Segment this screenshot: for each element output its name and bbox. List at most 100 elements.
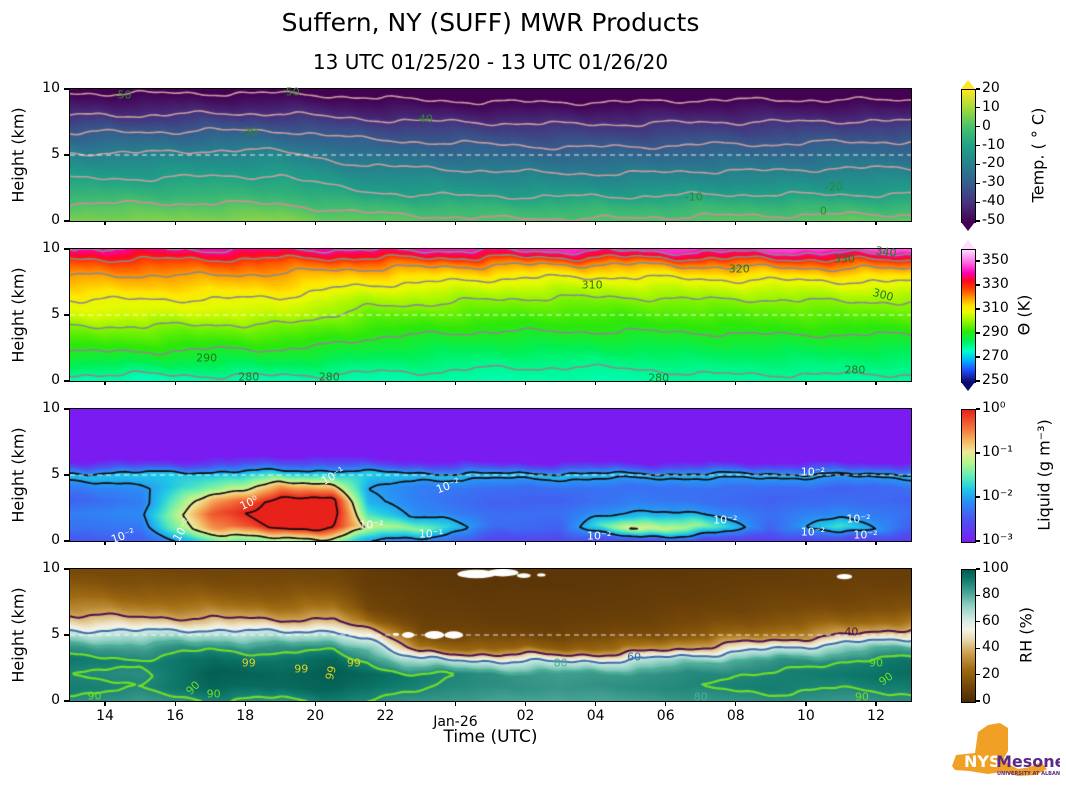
x-tick-label: 02 — [516, 708, 535, 724]
ny-state-shape — [952, 723, 1047, 776]
x-tick-mark — [174, 701, 176, 706]
colorbar-tick-label: 80 — [982, 586, 1000, 603]
colorbar-tick-label: 100 — [982, 560, 1009, 576]
y-tick-label: 0 — [51, 532, 60, 548]
y-axis-label-liquid: Height (km) — [8, 427, 28, 523]
x-tick-mark — [735, 541, 737, 545]
x-tick-mark — [875, 381, 877, 385]
colorbar-tick-label: 250 — [982, 372, 1009, 388]
colorbar-tick-label: 10 — [982, 98, 1000, 115]
liquid-water-canvas — [70, 409, 911, 541]
colorbar-tick-mark — [976, 594, 980, 596]
y-tick-label: 10 — [42, 560, 60, 576]
y-tick-mark — [64, 220, 70, 222]
potential-temperature-colorbar — [961, 249, 976, 383]
colorbar-tick-mark — [976, 356, 980, 358]
x-tick-mark — [454, 221, 457, 225]
potential-temperature-panel: 290 280 280 280 280 310 320 330 340 300 — [69, 244, 912, 383]
y-tick-mark — [64, 700, 70, 702]
nys-mesonet-logo: NYS Mesonet UNIVERSITY AT ALBANY — [952, 723, 1060, 777]
temperature-panel: -50 -50 -30 -40 -10 -20 0 — [69, 86, 912, 222]
colorbar-unit-theta: Θ (K) — [1014, 294, 1034, 336]
x-tick-mark — [805, 701, 807, 706]
x-axis-label: Time (UTC) — [443, 727, 538, 747]
colorbar-tick-label: 20 — [982, 80, 1000, 96]
y-tick-mark — [64, 88, 70, 90]
x-tick-mark — [384, 701, 387, 706]
y-axis-label-rh: Height (km) — [8, 587, 28, 683]
y-tick-label: 5 — [51, 306, 60, 322]
x-tick-mark — [314, 381, 316, 385]
y-tick-mark — [64, 248, 70, 250]
y-tick-mark — [64, 568, 70, 570]
x-tick-mark — [595, 381, 597, 385]
y-tick-label: 10 — [42, 240, 60, 256]
colorbar-tick-label: 40 — [982, 639, 1000, 656]
x-tick-mark — [524, 381, 527, 385]
colorbar-tick-mark — [976, 126, 980, 128]
y-tick-mark — [64, 314, 70, 316]
relative-humidity-canvas — [70, 569, 911, 701]
potential-temperature-colorbar-arrow-top — [961, 240, 975, 249]
x-tick-mark — [104, 221, 106, 225]
colorbar-tick-mark — [976, 452, 980, 454]
y-tick-mark — [64, 154, 70, 156]
x-tick-mark — [174, 221, 176, 225]
colorbar-unit-temp: Temp. ( ° C) — [1028, 107, 1048, 203]
colorbar-tick-mark — [976, 220, 980, 222]
x-tick-mark — [174, 381, 176, 385]
x-tick-mark — [104, 541, 106, 545]
y-tick-label: 0 — [51, 212, 60, 228]
colorbar-tick-mark — [976, 201, 980, 203]
colorbar-tick-label: 270 — [982, 348, 1009, 364]
liquid-water-panel: 10⁻² 10⁻² 10⁰ 10⁻¹ 10⁻² 10⁻² 10⁻¹ 10⁻² 10⁻² 10⁻² 1… — [69, 408, 912, 547]
x-tick-mark — [665, 381, 667, 385]
x-tick-mark — [735, 701, 737, 706]
x-tick-mark — [805, 381, 807, 385]
x-tick-mark — [384, 221, 387, 225]
x-tick-mark — [174, 541, 176, 545]
logo-mesonet-text: Mesonet — [996, 752, 1060, 771]
x-tick-mark — [244, 221, 246, 225]
colorbar-tick-mark — [976, 380, 980, 382]
x-tick-mark — [805, 541, 807, 545]
y-tick-mark — [64, 408, 70, 410]
temperature-canvas — [70, 89, 911, 221]
colorbar-tick-mark — [976, 144, 980, 147]
x-tick-label: 06 — [656, 708, 675, 724]
y-tick-label: 10 — [42, 400, 60, 416]
x-tick-mark — [524, 221, 527, 225]
x-tick-mark — [665, 701, 667, 706]
x-tick-mark — [595, 541, 597, 545]
colorbar-tick-label: -10 — [982, 136, 1005, 153]
temperature-colorbar — [961, 89, 976, 223]
logo-tagline-text: UNIVERSITY AT ALBANY — [997, 771, 1060, 777]
colorbar-tick-label: -20 — [982, 155, 1005, 172]
y-tick-label: 10 — [42, 80, 60, 96]
colorbar-tick-mark — [976, 674, 980, 676]
liquid-water-colorbar — [961, 409, 976, 543]
colorbar-tick-mark — [976, 332, 980, 334]
x-tick-mark — [454, 381, 457, 385]
colorbar-tick-label: 0 — [982, 117, 991, 134]
relative-humidity-panel: 90 90 90 99 99 99 99 80 60 40 90 90 80 90 — [69, 568, 912, 703]
x-tick-mark — [524, 701, 527, 706]
x-tick-label: 04 — [586, 708, 605, 724]
colorbar-tick-mark — [976, 568, 980, 570]
x-tick-mark — [735, 221, 737, 225]
y-tick-label: 5 — [51, 146, 60, 162]
y-axis-label-temp: Height (km) — [8, 107, 28, 203]
x-tick-label: 18 — [236, 708, 255, 724]
x-tick-mark — [314, 541, 316, 545]
colorbar-tick-mark — [976, 647, 980, 649]
colorbar-tick-label: 10⁻³ — [982, 532, 1013, 548]
y-tick-label: 5 — [51, 626, 60, 642]
colorbar-tick-label: 350 — [982, 252, 1009, 268]
potential-temperature-canvas — [70, 249, 911, 381]
x-tick-mark — [104, 381, 106, 385]
x-tick-label: 14 — [96, 708, 114, 724]
colorbar-tick-label: 0 — [982, 692, 991, 708]
x-tick-mark — [875, 221, 877, 225]
y-tick-mark — [64, 474, 70, 476]
